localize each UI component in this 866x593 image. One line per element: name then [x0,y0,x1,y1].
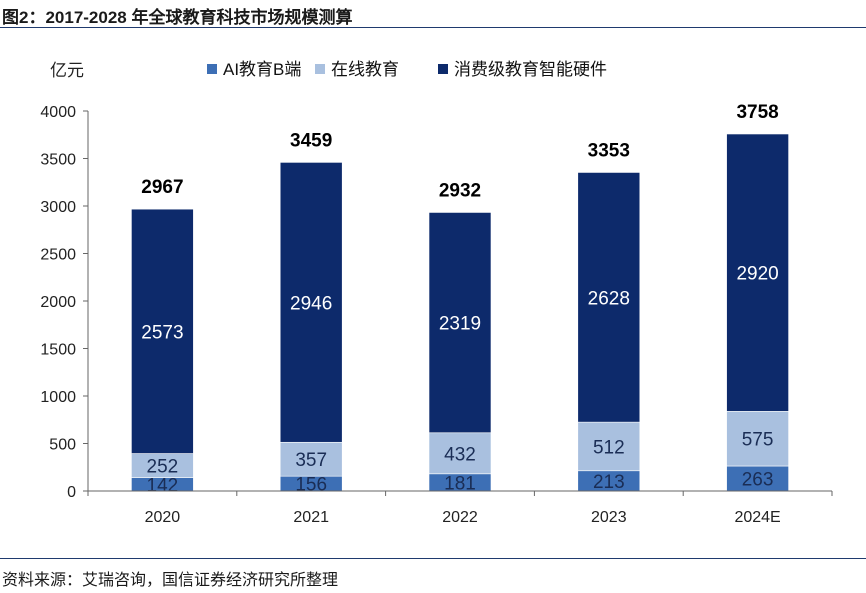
y-tick-label: 3500 [40,152,76,169]
bar-segment [726,133,789,412]
bar-segment [428,212,492,434]
x-tick-label: 2024E [734,509,780,526]
legend-swatch [315,64,325,74]
source-note: 资料来源：艾瑞咨询，国信证券经济研究所整理 [2,572,339,589]
legend-label: 消费级教育智能硬件 [454,60,607,79]
data-label: 2573 [141,322,183,343]
figure-title: 图2：2017-2028 年全球教育科技市场规模测算 [2,8,353,27]
stacked-bar-chart: 亿元 AI教育B端 在线教育 消费级教育智能硬件 0 500 1000 1500 2000 2… [40,60,833,526]
data-label: 2628 [588,288,630,309]
bar-segment [577,172,641,423]
legend-swatch [438,64,448,74]
y-tick-label: 4000 [40,104,76,121]
y-axis-unit-label: 亿元 [50,61,84,80]
total-label: 3459 [290,130,332,151]
bar-segment [577,421,641,472]
data-label: 357 [295,450,327,471]
total-label: 3758 [736,102,778,123]
y-tick-label: 1500 [40,342,76,359]
data-label: 213 [593,472,625,493]
data-label: 2920 [736,264,778,285]
x-tick-label: 2023 [591,509,627,526]
y-tick-label: 2500 [40,247,76,264]
total-labels: 2967 3459 2932 3353 3758 [141,102,778,201]
total-label: 2967 [141,177,183,198]
data-label: 181 [444,473,476,494]
legend-label: 在线教育 [331,60,399,79]
bar-segment [428,432,492,475]
bar-segment [726,465,789,492]
x-axis: 2020 2021 2022 2023 2024E [87,490,833,526]
y-tick-label: 3000 [40,199,76,216]
data-label: 2946 [290,293,332,314]
y-axis: 0 500 1000 1500 2000 2500 3000 3500 4000 [40,104,89,501]
data-label: 263 [742,470,774,491]
y-tick-label: 1000 [40,389,76,406]
bar-segment [726,411,789,467]
data-label: 575 [742,430,774,451]
bar-segment [131,208,194,454]
data-label: 512 [593,437,625,458]
x-tick-label: 2022 [442,509,478,526]
y-tick-label: 500 [49,437,76,454]
total-label: 3353 [588,140,630,161]
total-label: 2932 [439,180,481,201]
legend-swatch [207,64,217,74]
bar-segment [279,441,343,477]
bar-segment [279,162,343,443]
data-label: 156 [295,475,327,496]
legend-label: AI教育B端 [223,60,301,79]
top-rule [0,27,866,28]
legend: AI教育B端 在线教育 消费级教育智能硬件 [207,60,607,79]
y-tick-label: 0 [67,484,76,501]
x-tick-label: 2020 [145,509,181,526]
data-label: 252 [147,457,179,478]
data-label: 432 [444,444,476,465]
y-tick-label: 2000 [40,294,76,311]
x-tick-label: 2021 [293,509,329,526]
data-label: 142 [147,475,179,496]
bottom-rule [0,558,866,559]
data-label: 2319 [439,314,481,335]
